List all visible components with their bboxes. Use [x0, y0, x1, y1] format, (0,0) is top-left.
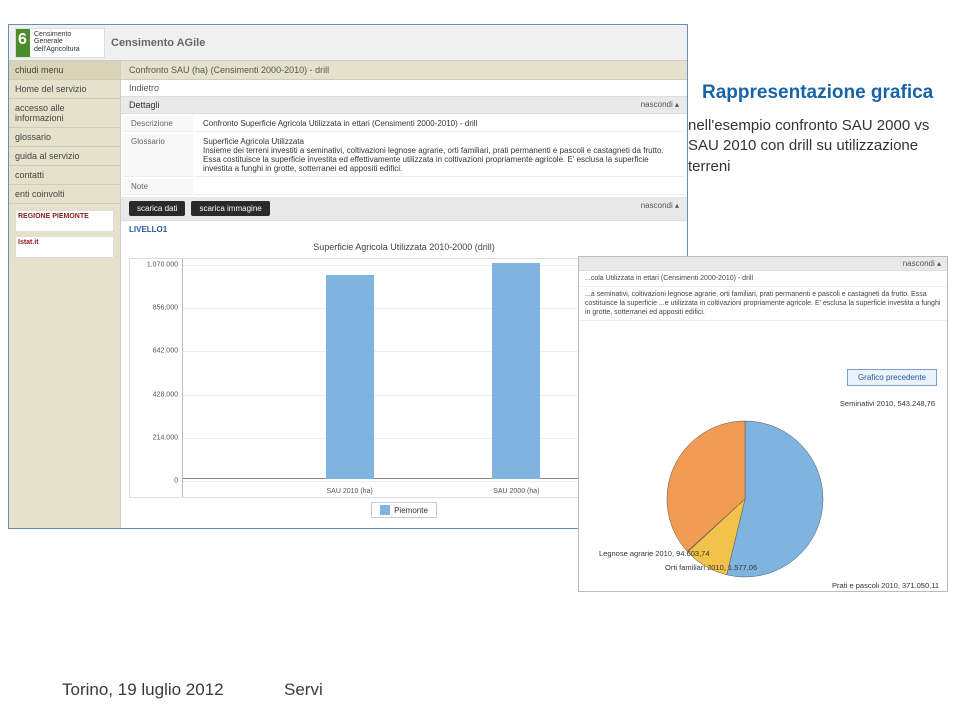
pie-area: Grafico precedente Seminativi 2010, 543.… — [579, 321, 947, 591]
x-tick-label: SAU 2010 (ha) — [327, 488, 373, 495]
pie-hide[interactable]: nascondi ▴ — [579, 257, 947, 271]
sidebar-item-entities[interactable]: enti coinvolti — [9, 185, 120, 204]
y-tick-label: 856.000 — [153, 305, 178, 312]
legend-label: Piemonte — [394, 506, 428, 515]
table-row: Note — [123, 179, 685, 195]
breadcrumb: Confronto SAU (ha) (Censimenti 2000-2010… — [121, 61, 687, 80]
download-image-button[interactable]: scarica immagine — [191, 201, 269, 216]
pie-crumb1: ...cola Utilizzata in ettari (Censimenti… — [579, 271, 947, 287]
details-table: DescrizioneConfronto Superficie Agricola… — [121, 114, 687, 197]
sidebar-item-access[interactable]: accesso alle informazioni — [9, 99, 120, 128]
pie-chart — [655, 409, 835, 589]
sidebar: chiudi menu Home del servizio accesso al… — [9, 61, 121, 528]
annotation-body: nell'esempio confronto SAU 2000 vs SAU 2… — [688, 116, 946, 177]
details-title: Dettagli — [129, 100, 160, 110]
chart-title: Superficie Agricola Utilizzata 2010-2000… — [129, 242, 679, 252]
pie-panel: nascondi ▴ ...cola Utilizzata in ettari … — [578, 256, 948, 592]
bar[interactable] — [492, 263, 540, 479]
y-tick-label: 642.000 — [153, 348, 178, 355]
app-title: Censimento AGile — [111, 37, 205, 49]
regione-logo: REGIONE PIEMONTE — [15, 210, 114, 232]
y-tick-label: 214.000 — [153, 434, 178, 441]
details-hide[interactable]: nascondi ▴ — [641, 100, 679, 110]
sidebar-logos: REGIONE PIEMONTE Istat.it — [9, 204, 120, 264]
previous-chart-button[interactable]: Grafico precedente — [847, 369, 937, 386]
footer-cut: Servi — [284, 680, 323, 700]
annotation-title: Rappresentazione grafica — [702, 82, 942, 104]
pie-label-legnose: Legnose agrarie 2010, 94.603,74 — [599, 549, 710, 558]
table-row: GlossarioSuperficie Agricola Utilizzata … — [123, 134, 685, 177]
sidebar-close[interactable]: chiudi menu — [9, 61, 120, 80]
download-data-button[interactable]: scarica dati — [129, 201, 185, 216]
y-tick-label: 0 — [174, 478, 178, 485]
y-tick-label: 428.000 — [153, 391, 178, 398]
legend-item[interactable]: Piemonte — [371, 502, 437, 518]
y-axis: 0 214.000 428.000 642.000 856.000 1.070.000 — [130, 259, 182, 497]
pie-crumb2: ...a seminativi, coltivazioni legnose ag… — [579, 287, 947, 321]
level-label: LIVELLO1 — [121, 221, 687, 238]
action-bar: scarica dati scarica immagine nascondi ▴ — [121, 197, 687, 221]
legend-swatch — [380, 505, 390, 515]
table-row: DescrizioneConfronto Superficie Agricola… — [123, 116, 685, 132]
y-tick-label: 1.070.000 — [147, 262, 178, 269]
sidebar-item-glossary[interactable]: glossario — [9, 128, 120, 147]
census-logo: Censimento Generale dell'Agricoltura — [15, 28, 105, 58]
sidebar-item-contacts[interactable]: contatti — [9, 166, 120, 185]
bar[interactable] — [326, 275, 374, 479]
istat-logo: Istat.it — [15, 236, 114, 258]
back-button[interactable]: Indietro — [121, 80, 687, 96]
header-bar: Censimento Generale dell'Agricoltura Cen… — [9, 25, 687, 61]
sidebar-item-home[interactable]: Home del servizio — [9, 80, 120, 99]
pie-label-prati: Prati e pascoli 2010, 371.050,11 — [832, 581, 939, 590]
footer-date: Torino, 19 luglio 2012 — [62, 680, 224, 700]
details-header: Dettagli nascondi ▴ — [121, 96, 687, 114]
chart-hide[interactable]: nascondi ▴ — [641, 201, 679, 216]
x-tick-label: SAU 2000 (ha) — [493, 488, 539, 495]
sidebar-item-guide[interactable]: guida al servizio — [9, 147, 120, 166]
pie-label-seminativi: Seminativi 2010, 543.248,76 — [840, 399, 935, 408]
pie-label-orti: Orti familiari 2010, 1.577,06 — [665, 563, 757, 572]
